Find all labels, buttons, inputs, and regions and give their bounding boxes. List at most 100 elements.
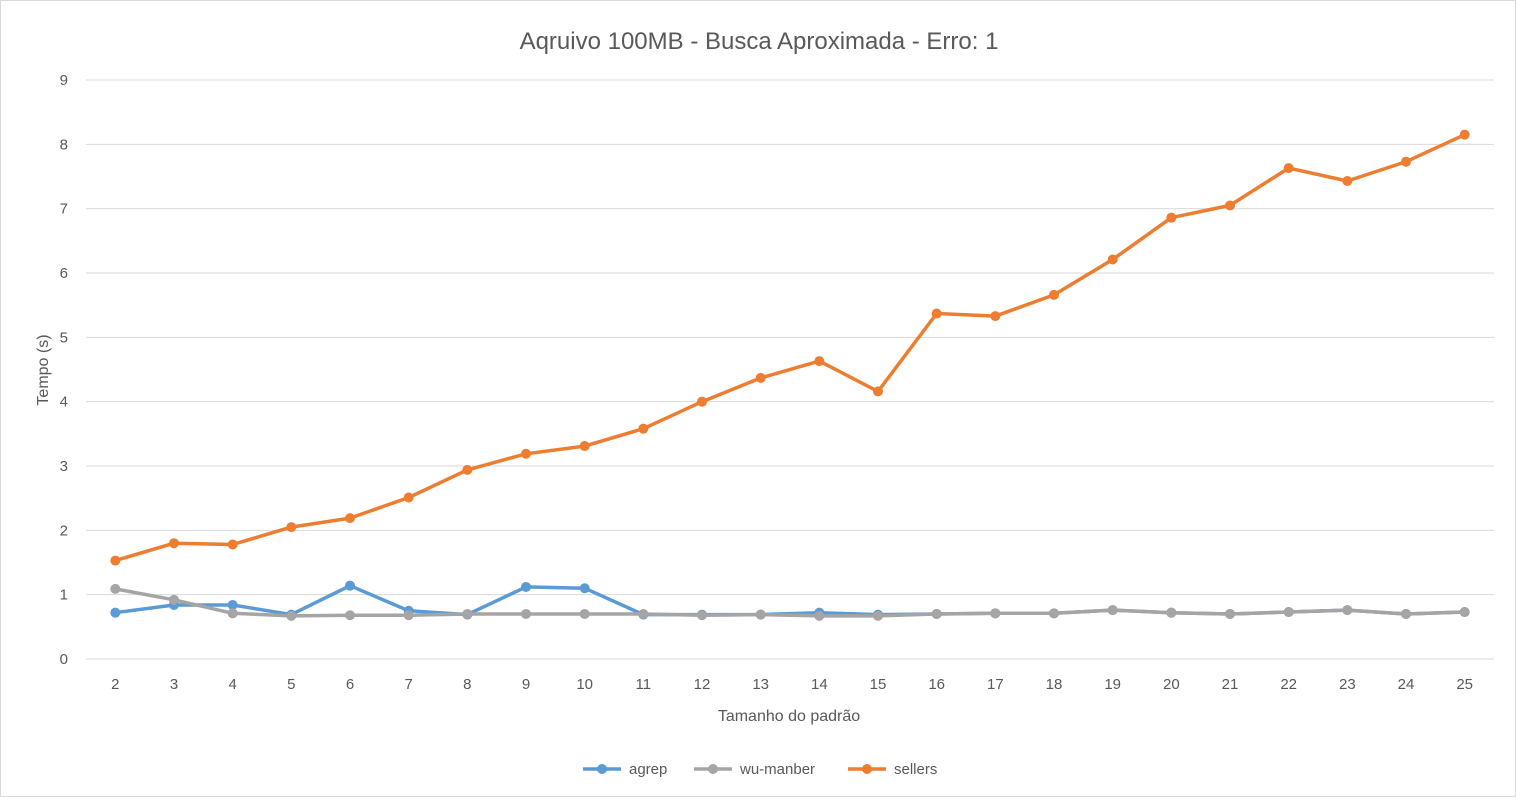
chart-title: Aqruivo 100MB - Busca Aproximada - Erro:…: [520, 28, 999, 55]
data-point-sellers: [1459, 129, 1470, 140]
data-point-wu-manber: [1283, 607, 1294, 618]
data-point-sellers: [990, 311, 1001, 322]
data-point-wu-manber: [873, 610, 883, 621]
x-tick-label: 20: [1163, 676, 1180, 693]
series-wu-manber: [110, 583, 1470, 621]
series-sellers: [110, 129, 1470, 566]
x-axis-label: Tamanho do padrão: [718, 708, 860, 725]
data-point-wu-manber: [403, 610, 414, 621]
data-point-sellers: [1166, 212, 1177, 223]
data-point-wu-manber: [1459, 607, 1470, 618]
data-point-sellers: [1342, 176, 1353, 187]
data-point-wu-manber: [110, 583, 121, 594]
legend-item-agrep: agrep: [583, 761, 667, 778]
y-tick-label: 2: [60, 522, 68, 539]
x-tick-label: 4: [228, 676, 236, 693]
legend-label: agrep: [629, 761, 667, 778]
data-point-agrep: [345, 580, 355, 591]
series-line-agrep: [113, 583, 1467, 617]
data-point-wu-manber: [286, 610, 297, 621]
data-point-agrep: [227, 599, 238, 610]
x-tick-label: 13: [752, 676, 769, 693]
gridlines: [86, 79, 1494, 660]
x-tick-label: 7: [404, 676, 412, 693]
y-tick-label: 8: [60, 136, 68, 153]
series-line-wu-manber: [113, 587, 1467, 618]
x-tick-label: 17: [987, 676, 1004, 693]
data-point-sellers: [1225, 200, 1235, 211]
data-point-sellers: [286, 522, 297, 533]
legend-marker-icon: [708, 764, 718, 774]
data-point-sellers: [931, 308, 942, 319]
x-tick-label: 5: [287, 676, 295, 693]
x-tick-label: 9: [522, 676, 530, 693]
series-layer: [110, 129, 1470, 621]
data-point-wu-manber: [697, 610, 707, 621]
data-point-sellers: [1049, 289, 1059, 300]
data-point-sellers: [169, 538, 179, 549]
x-tick-label: 12: [694, 676, 711, 693]
data-point-sellers: [403, 492, 414, 503]
series-line-sellers: [113, 132, 1467, 563]
data-point-agrep: [110, 607, 121, 618]
x-tick-label: 15: [870, 676, 887, 693]
data-point-sellers: [1107, 254, 1118, 265]
data-point-wu-manber: [1401, 608, 1411, 619]
legend: agrep wu-manber sellers: [583, 761, 937, 778]
data-point-sellers: [579, 441, 590, 452]
legend-item-wu-manber: wu-manber: [694, 761, 815, 778]
data-point-wu-manber: [814, 610, 825, 621]
x-tick-label: 6: [346, 676, 354, 693]
x-tick-label: 10: [576, 676, 593, 693]
y-tick-label: 5: [60, 329, 68, 346]
data-point-wu-manber: [345, 610, 355, 621]
data-point-sellers: [638, 423, 649, 434]
y-tick-label: 1: [60, 587, 68, 604]
x-tick-label: 16: [928, 676, 945, 693]
data-point-wu-manber: [755, 609, 766, 620]
data-point-wu-manber: [990, 608, 1001, 619]
data-point-wu-manber: [521, 608, 531, 619]
data-point-wu-manber: [227, 608, 238, 619]
data-point-sellers: [110, 555, 121, 566]
x-axis-ticks: 2 3 4 5 6 7 8 9 10 11 12 13 14 15 16 17 18 19 20 21 22 23 24 25: [111, 676, 1473, 693]
data-point-wu-manber: [169, 594, 179, 605]
x-tick-label: 2: [111, 676, 119, 693]
y-axis-label: Tempo (s): [35, 334, 52, 405]
x-tick-label: 8: [463, 676, 471, 693]
data-point-sellers: [755, 372, 766, 383]
y-tick-label: 7: [60, 201, 68, 218]
data-point-sellers: [873, 386, 883, 397]
x-tick-label: 23: [1339, 676, 1356, 693]
x-tick-label: 24: [1398, 676, 1415, 693]
x-tick-label: 18: [1046, 676, 1063, 693]
data-point-agrep: [521, 581, 531, 592]
x-tick-label: 3: [170, 676, 178, 693]
data-point-sellers: [227, 539, 238, 550]
data-point-sellers: [1283, 163, 1294, 174]
legend-item-sellers: sellers: [848, 761, 937, 778]
x-tick-label: 25: [1456, 676, 1473, 693]
y-tick-label: 4: [60, 394, 68, 411]
data-point-sellers: [521, 448, 531, 459]
data-point-sellers: [345, 513, 355, 524]
data-point-wu-manber: [638, 608, 649, 619]
y-tick-label: 0: [60, 651, 68, 668]
y-axis-ticks: 0 1 2 3 4 5 6 7 8 9: [60, 72, 68, 668]
x-tick-label: 14: [811, 676, 828, 693]
data-point-wu-manber: [1225, 608, 1235, 619]
x-tick-label: 21: [1222, 676, 1239, 693]
data-point-wu-manber: [579, 608, 590, 619]
legend-label: wu-manber: [739, 761, 815, 778]
data-point-sellers: [697, 396, 707, 407]
data-point-wu-manber: [1342, 605, 1353, 616]
legend-label: sellers: [894, 761, 937, 778]
data-point-sellers: [462, 464, 473, 475]
data-point-wu-manber: [1049, 608, 1059, 619]
y-tick-label: 6: [60, 265, 68, 282]
data-point-wu-manber: [1166, 607, 1177, 618]
data-point-wu-manber: [1107, 605, 1118, 616]
x-tick-label: 19: [1104, 676, 1121, 693]
